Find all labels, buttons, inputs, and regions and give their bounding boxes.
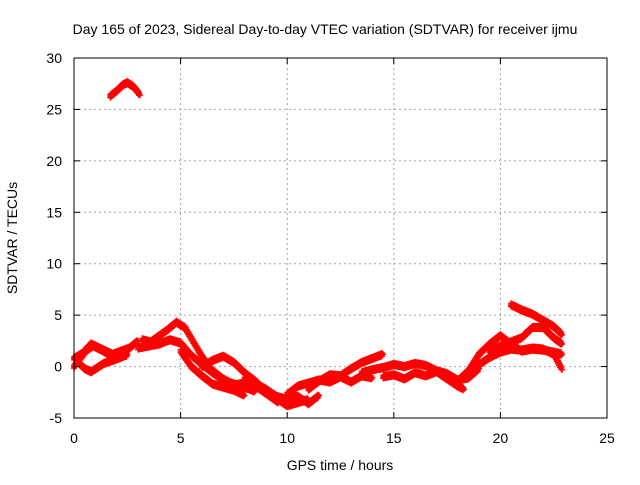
grid [74,58,607,418]
x-axis-label: GPS time / hours [287,457,394,473]
chart-title: Day 165 of 2023, Sidereal Day-to-day VTE… [73,21,578,37]
series-arc-high-early [107,78,143,101]
data-points [71,78,565,410]
y-axis-label: SDTVAR / TECUs [4,182,20,294]
